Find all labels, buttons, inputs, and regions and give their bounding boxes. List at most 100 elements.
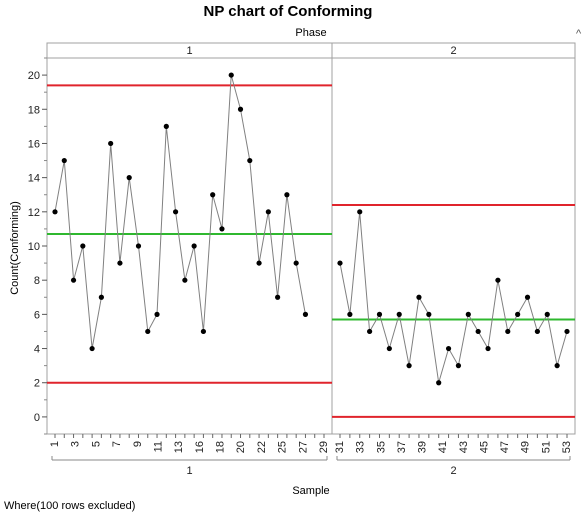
- y-tick-label: 20: [28, 70, 40, 82]
- plot-panel-2: [331, 57, 576, 435]
- data-point: [284, 192, 290, 198]
- x-tick-label: 22: [256, 441, 268, 453]
- data-point: [495, 277, 501, 283]
- data-point: [554, 363, 560, 369]
- plot-panel-1: [46, 57, 333, 435]
- data-point: [302, 311, 309, 317]
- data-point: [61, 157, 67, 164]
- y-tick-label: 18: [28, 104, 40, 116]
- data-point: [475, 328, 481, 335]
- x-tick-label: 31: [334, 441, 346, 453]
- data-point: [386, 345, 392, 352]
- data-point: [396, 311, 402, 317]
- data-point: [534, 328, 540, 335]
- y-tick-label: 4: [34, 344, 40, 356]
- x-tick-label: 41: [437, 441, 449, 453]
- x-tick-label: 47: [499, 441, 511, 453]
- data-point: [367, 328, 373, 335]
- x-tick-label: 51: [540, 441, 552, 453]
- x-tick-label: 16: [194, 441, 206, 453]
- chart-title: NP chart of Conforming: [204, 3, 373, 20]
- y-tick-label: 10: [28, 241, 40, 253]
- series-line-phase-1: [54, 74, 306, 349]
- data-point: [98, 294, 104, 300]
- y-tick-label: 6: [34, 309, 40, 321]
- x-tick-label: 7: [111, 441, 123, 447]
- x-tick-label: 45: [478, 441, 490, 453]
- data-point: [416, 294, 422, 300]
- data-point: [505, 328, 511, 335]
- data-point: [108, 140, 114, 147]
- phase-header-label-2: 2: [450, 45, 456, 57]
- phase-bracket-label-2: 2: [450, 465, 456, 477]
- data-point: [172, 209, 179, 215]
- data-point: [210, 192, 216, 198]
- x-tick-label: 3: [70, 441, 82, 447]
- x-tick-label: 35: [375, 441, 387, 453]
- data-point: [455, 363, 462, 369]
- data-point: [191, 243, 197, 249]
- x-tick-label: 43: [458, 441, 470, 453]
- x-tick-label: 37: [396, 441, 408, 453]
- data-point: [126, 175, 132, 181]
- phase-title: Phase: [295, 27, 326, 39]
- data-point: [544, 311, 550, 317]
- data-point: [406, 363, 412, 369]
- y-tick-label: 8: [34, 275, 40, 287]
- data-point: [228, 72, 234, 78]
- series-line-phase-2: [339, 211, 568, 383]
- data-point: [265, 209, 271, 215]
- x-tick-label: 5: [90, 441, 102, 447]
- data-point: [247, 157, 253, 164]
- y-tick-label: 2: [34, 378, 40, 390]
- data-point: [426, 311, 432, 317]
- data-point: [237, 106, 244, 112]
- data-point: [256, 260, 262, 266]
- data-point: [52, 209, 58, 215]
- data-point: [515, 311, 521, 317]
- y-axis-label: Count(Conforming): [9, 201, 21, 295]
- data-point: [70, 277, 77, 283]
- x-tick-label: 29: [318, 441, 330, 453]
- y-tick-label: 12: [28, 207, 40, 219]
- data-point: [524, 294, 531, 300]
- data-point: [564, 328, 570, 335]
- x-tick-label: 13: [173, 441, 185, 453]
- data-point: [347, 311, 353, 317]
- x-tick-label: 1: [49, 441, 61, 447]
- data-point: [293, 260, 299, 266]
- data-point: [117, 260, 123, 266]
- x-tick-label: 25: [277, 441, 289, 453]
- x-tick-label: 20: [235, 441, 247, 453]
- x-tick-label: 9: [132, 441, 144, 447]
- data-point: [145, 328, 151, 335]
- x-tick-label: 53: [561, 441, 573, 453]
- data-point: [89, 345, 95, 352]
- x-tick-label: 11: [152, 441, 164, 452]
- y-tick-label: 0: [34, 412, 40, 424]
- data-point: [182, 277, 188, 283]
- data-point: [485, 345, 491, 352]
- data-point: [337, 260, 343, 266]
- excluded-rows-note: Where(100 rows excluded): [4, 500, 136, 512]
- data-point: [436, 380, 442, 386]
- phase-header-label-1: 1: [186, 45, 192, 57]
- data-point: [80, 243, 86, 249]
- x-tick-label: 39: [417, 441, 429, 453]
- x-axis-label: Sample: [292, 485, 329, 497]
- phase-bracket-label-1: 1: [186, 465, 192, 477]
- data-point: [465, 311, 471, 317]
- data-point: [275, 294, 281, 300]
- x-tick-label: 49: [520, 441, 532, 453]
- data-point: [200, 328, 207, 335]
- corner-mark: ^: [576, 28, 582, 40]
- x-tick-label: 27: [297, 441, 309, 453]
- y-tick-label: 16: [28, 138, 40, 150]
- data-point: [445, 345, 452, 352]
- x-tick-label: 18: [215, 441, 227, 453]
- data-point: [219, 226, 225, 232]
- data-point: [154, 311, 160, 317]
- data-point: [357, 209, 363, 215]
